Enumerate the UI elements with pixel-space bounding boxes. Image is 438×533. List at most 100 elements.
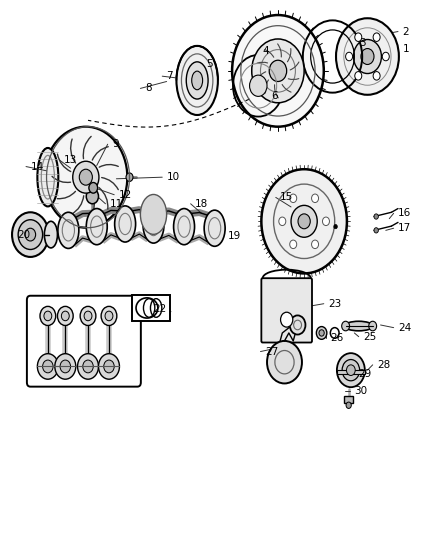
Text: 11: 11: [110, 199, 123, 209]
Ellipse shape: [177, 46, 218, 115]
Circle shape: [12, 212, 49, 257]
Text: 28: 28: [377, 360, 390, 370]
Text: 27: 27: [265, 346, 278, 357]
Circle shape: [290, 240, 297, 248]
Circle shape: [353, 39, 381, 74]
FancyArrowPatch shape: [99, 165, 118, 167]
Bar: [337, 370, 365, 374]
Text: 1: 1: [403, 44, 409, 53]
Text: 22: 22: [153, 304, 167, 314]
FancyArrowPatch shape: [278, 44, 281, 57]
Ellipse shape: [86, 208, 107, 245]
Circle shape: [57, 306, 73, 326]
Circle shape: [337, 353, 365, 387]
Circle shape: [319, 330, 324, 336]
FancyArrowPatch shape: [265, 80, 268, 93]
Text: 7: 7: [166, 71, 173, 81]
FancyArrowPatch shape: [83, 136, 91, 159]
Circle shape: [346, 52, 353, 61]
FancyArrowPatch shape: [102, 177, 118, 190]
FancyArrowPatch shape: [290, 62, 299, 70]
FancyBboxPatch shape: [27, 296, 141, 386]
Text: 20: 20: [17, 230, 30, 240]
Circle shape: [18, 220, 42, 249]
Circle shape: [78, 354, 99, 379]
Circle shape: [290, 194, 297, 203]
Circle shape: [311, 194, 318, 203]
Ellipse shape: [204, 210, 225, 246]
Ellipse shape: [186, 62, 208, 99]
Circle shape: [290, 316, 305, 335]
Text: 3: 3: [359, 38, 365, 48]
Circle shape: [61, 311, 69, 321]
Circle shape: [99, 354, 120, 379]
Circle shape: [336, 18, 399, 95]
FancyArrowPatch shape: [275, 85, 278, 98]
Ellipse shape: [345, 321, 373, 331]
Circle shape: [126, 173, 133, 181]
Circle shape: [267, 341, 302, 383]
Text: 30: 30: [354, 386, 367, 397]
FancyArrowPatch shape: [257, 62, 268, 63]
Circle shape: [40, 306, 56, 326]
Text: 24: 24: [398, 322, 411, 333]
Text: 6: 6: [272, 91, 278, 101]
Ellipse shape: [37, 148, 58, 206]
Circle shape: [104, 360, 114, 373]
Text: 5: 5: [206, 60, 212, 69]
Circle shape: [334, 224, 337, 229]
Text: 13: 13: [64, 155, 77, 165]
Ellipse shape: [192, 71, 203, 90]
FancyArrowPatch shape: [90, 194, 95, 219]
Circle shape: [84, 311, 92, 321]
Circle shape: [342, 321, 350, 331]
Circle shape: [73, 161, 99, 193]
Text: 18: 18: [195, 199, 208, 209]
Circle shape: [382, 52, 389, 61]
FancyArrowPatch shape: [265, 50, 274, 57]
Circle shape: [105, 311, 113, 321]
Circle shape: [232, 15, 324, 127]
FancyArrowPatch shape: [57, 154, 71, 172]
Circle shape: [44, 127, 127, 228]
Ellipse shape: [143, 207, 164, 243]
Text: 2: 2: [403, 27, 409, 37]
FancyArrowPatch shape: [257, 72, 266, 80]
FancyBboxPatch shape: [261, 278, 312, 343]
Ellipse shape: [141, 195, 166, 235]
Ellipse shape: [173, 208, 194, 245]
Circle shape: [342, 360, 360, 381]
Circle shape: [355, 71, 362, 80]
FancyArrowPatch shape: [99, 188, 108, 209]
FancyArrowPatch shape: [71, 196, 84, 214]
Ellipse shape: [115, 206, 136, 242]
Circle shape: [83, 360, 93, 373]
Circle shape: [281, 312, 293, 327]
Circle shape: [86, 189, 99, 204]
Circle shape: [374, 214, 378, 219]
Text: 17: 17: [398, 223, 411, 233]
Text: 23: 23: [328, 298, 341, 309]
Circle shape: [79, 169, 92, 185]
FancyArrowPatch shape: [287, 49, 291, 62]
Circle shape: [374, 228, 378, 233]
Bar: [344, 395, 353, 403]
Circle shape: [322, 217, 329, 225]
Text: 14: 14: [30, 161, 44, 172]
Text: 29: 29: [359, 369, 372, 379]
Text: 10: 10: [166, 172, 180, 182]
Ellipse shape: [44, 221, 57, 248]
Circle shape: [89, 211, 96, 220]
Circle shape: [279, 217, 286, 225]
Circle shape: [373, 33, 380, 42]
Circle shape: [355, 33, 362, 42]
Circle shape: [298, 214, 310, 229]
Bar: [132, 295, 170, 321]
Text: 12: 12: [119, 190, 132, 200]
Circle shape: [89, 182, 98, 193]
Circle shape: [311, 240, 318, 248]
Text: 15: 15: [280, 192, 293, 203]
Circle shape: [369, 321, 377, 331]
Circle shape: [25, 228, 35, 241]
Circle shape: [346, 365, 355, 375]
